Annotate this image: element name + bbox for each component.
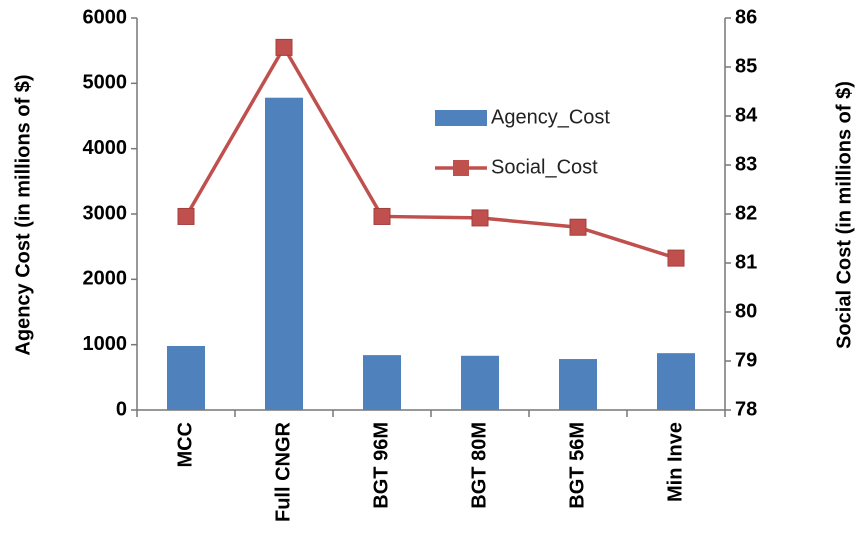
x-tick-label: BGT 80M xyxy=(468,422,490,509)
bar xyxy=(167,345,205,410)
y2-tick-label: 78 xyxy=(735,398,757,420)
y2-tick-label: 83 xyxy=(735,153,757,175)
x-tick-label: Full CNGR xyxy=(272,421,294,522)
marker xyxy=(569,218,587,236)
marker xyxy=(177,207,195,225)
bar xyxy=(559,359,597,410)
legend-marker xyxy=(453,160,469,176)
y2-tick-label: 81 xyxy=(735,251,757,273)
x-tick-label: MCC xyxy=(174,422,196,468)
bar xyxy=(363,355,401,410)
x-tick-label: BGT 96M xyxy=(370,422,392,509)
legend-label: Agency_Cost xyxy=(491,106,610,128)
y-tick-label: 4000 xyxy=(83,137,128,159)
y-tick-label: 3000 xyxy=(83,202,128,224)
bar xyxy=(265,97,303,410)
y2-tick-label: 86 xyxy=(735,6,757,28)
y2-tick-label: 84 xyxy=(735,104,758,126)
bar xyxy=(657,353,695,410)
marker xyxy=(667,249,685,267)
y2-tick-label: 80 xyxy=(735,300,757,322)
marker xyxy=(275,38,293,56)
y2-tick-label: 82 xyxy=(735,202,757,224)
y-tick-label: 6000 xyxy=(83,6,128,28)
y-tick-label: 1000 xyxy=(83,333,128,355)
y2-tick-label: 85 xyxy=(735,55,757,77)
line xyxy=(184,43,677,260)
y2-axis-label: Social Cost (in millions of $) xyxy=(833,81,855,349)
marker xyxy=(471,209,489,227)
y-tick-label: 0 xyxy=(116,398,127,420)
legend-swatch xyxy=(435,110,487,126)
legend-label: Social_Cost xyxy=(491,156,598,178)
y-tick-label: 2000 xyxy=(83,268,128,290)
y2-tick-label: 79 xyxy=(735,349,757,371)
marker xyxy=(373,207,391,225)
x-tick-label: Min Inve xyxy=(664,422,686,502)
y-axis-label: Agency Cost (in millions of $) xyxy=(12,74,34,355)
x-tick-label: BGT 56M xyxy=(566,422,588,509)
bar xyxy=(461,355,499,410)
y-tick-label: 5000 xyxy=(83,72,128,94)
